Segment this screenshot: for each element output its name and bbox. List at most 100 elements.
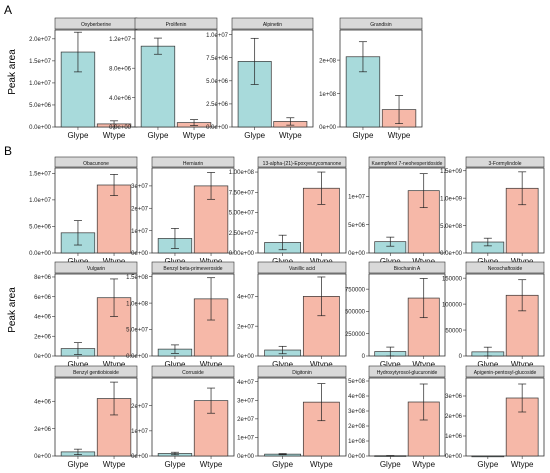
y-tick-label: 0.0e+00 (126, 354, 149, 360)
facet-4: Grandisin 0e+00 1e+08 2e+08 Glype Wtype (319, 17, 423, 140)
x-tick-label: Glype (380, 257, 401, 266)
x-tick-label: Glype (165, 360, 186, 369)
y-tick-label: 2e+07 (237, 324, 255, 330)
facet-strip (368, 365, 446, 378)
y-tick-label: 2e+08 (319, 58, 337, 64)
y-tick-label: 750000 (345, 287, 366, 293)
x-tick-label: Glype (68, 460, 89, 469)
x-tick-label: Glype (477, 360, 498, 369)
y-tick-label: 2.5e+06 (206, 102, 229, 108)
facet-19: Apigenin-pentosyl-glucoside 0e+00 1e+06 2e+… (445, 365, 545, 469)
facet-3: Alpinetin 0.0e+00 2.5e+06 5.0e+06 7.5e+06 1.0… (206, 17, 314, 140)
facet-title: Grandisin (370, 22, 392, 28)
panel-label-b: B (4, 144, 12, 158)
y-tick-label: 0.0e+00 (109, 125, 132, 131)
facet-1: Oxyberberine 0.0e+00 5.0e+06 1.0e+07 1.5e+07… (29, 17, 138, 140)
x-tick-label: Glype (148, 131, 169, 140)
x-tick-label: Wtype (412, 360, 435, 369)
x-tick-label: Glype (68, 257, 89, 266)
y-tick-label: 3e+07 (237, 398, 255, 404)
x-tick-label: Wtype (310, 257, 333, 266)
y-tick-label: 0e+00 (237, 454, 255, 460)
x-tick-label: Wtype (103, 360, 126, 369)
y-tick-label: 5.0e+07 (126, 328, 149, 334)
facet-strip (339, 17, 423, 30)
x-tick-label: Glype (272, 460, 293, 469)
facet-strip (54, 365, 138, 378)
y-tick-label: 1e+07 (131, 229, 149, 235)
y-tick-label: 2e+07 (131, 206, 149, 212)
facet-strip (465, 156, 545, 168)
y-tick-label: 1e+06 (445, 434, 463, 440)
y-tick-label: 5.0e+06 (29, 103, 52, 109)
x-tick-label: Wtype (310, 460, 333, 469)
y-tick-label: 1.2e+07 (109, 37, 132, 43)
y-tick-label: 0.0e+00 (29, 125, 52, 131)
y-axis-label-a: Peak area (7, 49, 18, 95)
y-tick-label: 0e+00 (34, 454, 52, 460)
facet-strip (257, 156, 347, 168)
y-tick-label: 0 (362, 354, 366, 360)
y-tick-label: 2.50e+07 (229, 231, 255, 237)
facet-strip (54, 261, 138, 274)
y-tick-label: 5.0e+06 (29, 225, 52, 231)
facet-strip (151, 156, 235, 168)
facet-title: Vulgarin (87, 266, 105, 272)
y-tick-label: 0e+00 (237, 354, 255, 360)
facet-17: Digitonin 0e+00 1e+07 2e+07 3e+07 4e+07 Glype W… (237, 365, 347, 469)
bar-glype (140, 45, 176, 128)
x-tick-label: Glype (244, 131, 265, 140)
facet-6: Herniarin 0e+00 1e+07 2e+07 3e+07 Glype Wtype (131, 156, 235, 266)
facet-strip (257, 365, 347, 378)
facet-title: Digitonin (292, 370, 312, 376)
facet-9: 3-Formylindole 0.0e+00 5.0e+08 1.0e+09 1.5e+… (440, 156, 545, 266)
x-tick-label: Glype (380, 360, 401, 369)
facet-title: Hydroxytyrosol-glucuronide (377, 370, 438, 376)
y-tick-label: 0 (459, 354, 463, 360)
y-tick-label: 0.0e+00 (29, 251, 52, 257)
y-tick-label: 5.00e+07 (229, 211, 255, 217)
y-tick-label: 1e+07 (237, 436, 255, 442)
y-tick-label: 2e+06 (34, 427, 52, 433)
y-tick-label: 5.0e+06 (206, 79, 229, 85)
y-tick-label: 1.5e+08 (126, 275, 149, 281)
y-tick-label: 5.0e+08 (440, 224, 463, 230)
y-tick-label: 8.0e+06 (109, 66, 132, 72)
y-axis-label-b: Peak area (7, 287, 18, 333)
facet-title: Herniarin (183, 161, 204, 167)
y-tick-label: 0e+00 (131, 251, 149, 257)
y-tick-label: 2e+07 (131, 404, 149, 410)
facet-strip (151, 261, 235, 274)
x-tick-label: Glype (68, 131, 89, 140)
facet-7: 13-alpha-(21)-Epoxyeurycomanone 0.00e+00 2… (229, 156, 347, 266)
y-tick-label: 1.0e+09 (440, 196, 463, 202)
y-tick-label: 4e+06 (34, 315, 52, 321)
y-tick-label: 7.5e+06 (206, 56, 229, 62)
y-tick-label: 4e+08 (348, 394, 366, 400)
y-tick-label: 3e+06 (445, 394, 463, 400)
panel-label-a: A (4, 3, 12, 17)
x-tick-label: Glype (165, 460, 186, 469)
y-tick-label: 2e+07 (237, 417, 255, 423)
y-tick-label: 3e+08 (348, 409, 366, 415)
y-tick-label: 4e+06 (34, 399, 52, 405)
facet-10: Vulgarin 0e+00 2e+06 4e+06 6e+06 8e+06 Glype Wt… (34, 261, 138, 369)
facet-title: Obacunone (83, 161, 109, 167)
facet-title: Benzyl gentiobioside (73, 370, 119, 376)
facet-15: Benzyl gentiobioside 0e+00 2e+06 4e+06 Glype… (34, 365, 138, 469)
facet-title: Oxyberberine (81, 22, 111, 28)
y-tick-label: 3e+07 (131, 184, 149, 190)
facet-strip (54, 156, 138, 168)
x-tick-label: Wtype (511, 257, 534, 266)
facet-strip (151, 365, 235, 378)
x-tick-label: Glype (380, 460, 401, 469)
y-tick-label: 2e+06 (34, 334, 52, 340)
y-tick-label: 250000 (345, 332, 366, 338)
facet-5: Obacunone 0.0e+00 5.0e+06 1.0e+07 1.5e+07 Gly… (29, 156, 138, 266)
y-tick-label: 1.5e+07 (29, 172, 52, 178)
facet-title: Benzyl beta-primeveroside (163, 266, 222, 272)
facet-title: Neoschaftoside (488, 266, 523, 272)
facet-title: Kaempferol 7-neohesperidoside (372, 161, 443, 167)
y-tick-label: 8e+06 (34, 275, 52, 281)
